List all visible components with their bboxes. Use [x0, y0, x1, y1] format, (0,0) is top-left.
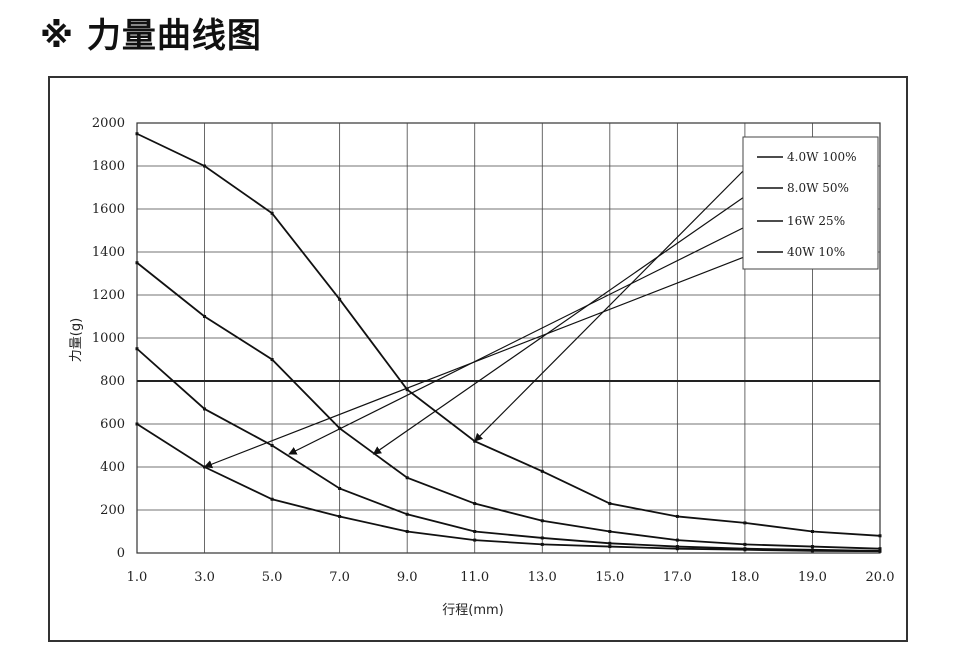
series-point	[473, 502, 477, 506]
series-point	[540, 536, 544, 540]
series-line-4	[136, 423, 881, 553]
series-point	[270, 444, 274, 447]
x-tick-label: 9.0	[397, 570, 418, 585]
series-point	[203, 164, 207, 168]
series-point	[338, 297, 342, 301]
y-tick-label: 1600	[92, 202, 125, 217]
x-tick-label: 5.0	[262, 570, 283, 585]
series-point	[810, 545, 814, 549]
series-point	[540, 519, 544, 523]
y-tick-label: 200	[100, 503, 125, 518]
legend-entry: 40W 10%	[787, 245, 845, 259]
x-tick-label: 1.0	[127, 570, 148, 585]
legend-entry: 8.0W 50%	[787, 181, 849, 195]
series-point	[405, 388, 409, 392]
series-point	[878, 547, 882, 551]
series-point	[675, 547, 679, 551]
y-tick-label: 0	[117, 546, 125, 561]
x-tick-label: 3.0	[194, 570, 215, 585]
series-point	[608, 502, 612, 506]
annotation-arrow	[203, 251, 758, 469]
series-point	[810, 530, 814, 533]
x-tick-label: 15.0	[595, 570, 624, 585]
y-tick-label: 1800	[92, 159, 125, 174]
x-tick-label: 18.0	[730, 570, 759, 585]
series-point	[608, 541, 612, 545]
series-point	[135, 422, 139, 426]
x-tick-labels: 1.0 3.0 5.0 7.0 9.0 11.0 13.0 15.0 17.0 18.0 19.0 2…	[127, 570, 895, 585]
series-point	[203, 407, 207, 411]
series-line-1	[136, 132, 881, 537]
series-point	[270, 497, 274, 501]
series-point	[473, 538, 477, 542]
legend-box	[742, 136, 879, 270]
series-point	[810, 549, 814, 553]
series-point	[135, 261, 139, 265]
x-axis-label: 行程(mm)	[442, 603, 503, 618]
series-point	[743, 542, 747, 546]
chart-frame	[48, 76, 908, 642]
legend: 4.0W 100% 8.0W 50% 16W 25% 40W 10%	[742, 136, 879, 270]
series-point	[675, 538, 679, 542]
series-point	[473, 530, 477, 533]
series-point	[878, 534, 882, 538]
series-point	[878, 549, 882, 553]
series-point	[270, 358, 274, 361]
annotation-arrow	[288, 220, 758, 455]
x-tick-label: 17.0	[663, 570, 692, 585]
series-point	[338, 487, 342, 490]
y-tick-label: 1000	[92, 331, 125, 346]
y-tick-label: 600	[100, 417, 125, 432]
x-tick-label: 11.0	[460, 570, 489, 585]
series-line-2	[136, 262, 881, 550]
x-tick-label: 19.0	[798, 570, 827, 585]
legend-entry: 16W 25%	[787, 214, 845, 228]
x-tick-label: 13.0	[528, 570, 557, 585]
y-axis-label: 力量(g)	[69, 318, 84, 362]
annotation-arrows	[203, 156, 758, 469]
page-title: ※ 力量曲线图	[40, 16, 262, 56]
series-point	[675, 545, 679, 549]
series-point	[743, 521, 747, 525]
x-tick-label: 20.0	[866, 570, 895, 585]
legend-entry: 4.0W 100%	[787, 150, 857, 164]
series-point	[135, 347, 139, 351]
series-point	[338, 514, 342, 518]
series-point	[675, 514, 679, 518]
series-point	[540, 542, 544, 546]
y-tick-label: 2000	[92, 116, 125, 131]
series-point	[135, 132, 139, 136]
y-tick-label: 1400	[92, 245, 125, 260]
y-tick-labels: 0 200 400 600 800 1000 1200 1400 1600 1800 2000	[92, 116, 125, 561]
series-point	[608, 530, 612, 533]
annotation-arrow	[372, 187, 758, 455]
series-point	[203, 315, 207, 318]
series-point	[405, 530, 409, 533]
series-point	[270, 211, 274, 215]
annotation-arrow	[474, 156, 758, 442]
series-line-3	[136, 348, 881, 552]
y-tick-label: 400	[100, 460, 125, 475]
series-point	[405, 476, 409, 480]
y-tick-label: 800	[100, 374, 125, 389]
series-point	[405, 512, 409, 516]
y-tick-label: 1200	[92, 288, 125, 303]
series-point	[540, 469, 544, 473]
x-tick-label: 7.0	[329, 570, 350, 585]
series-point	[743, 548, 747, 552]
series-point	[608, 545, 612, 549]
series-lines	[135, 132, 882, 553]
